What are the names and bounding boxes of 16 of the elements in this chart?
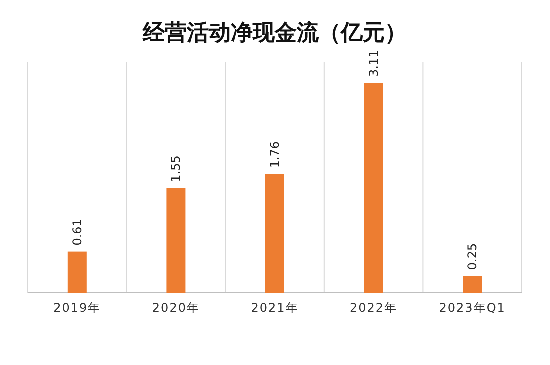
data-label: 1.55 (169, 156, 184, 182)
bar (166, 188, 186, 293)
chart-title: 经营活动净现金流（亿元） (142, 20, 407, 46)
data-label: 0.25 (466, 243, 480, 270)
x-tick-label: 2019年 (54, 301, 102, 315)
bar (463, 276, 482, 293)
data-label: 0.61 (70, 219, 84, 246)
bar (364, 83, 384, 293)
bar (266, 174, 284, 293)
x-tick-label: 2020年 (152, 301, 200, 315)
x-tick-label: 2022年 (350, 301, 398, 315)
data-label: 3.11 (366, 50, 381, 77)
x-tick-label: 2021年 (251, 301, 299, 315)
bar (68, 252, 87, 293)
x-tick-label: 2023年Q1 (439, 301, 506, 315)
data-label: 1.76 (268, 141, 282, 168)
